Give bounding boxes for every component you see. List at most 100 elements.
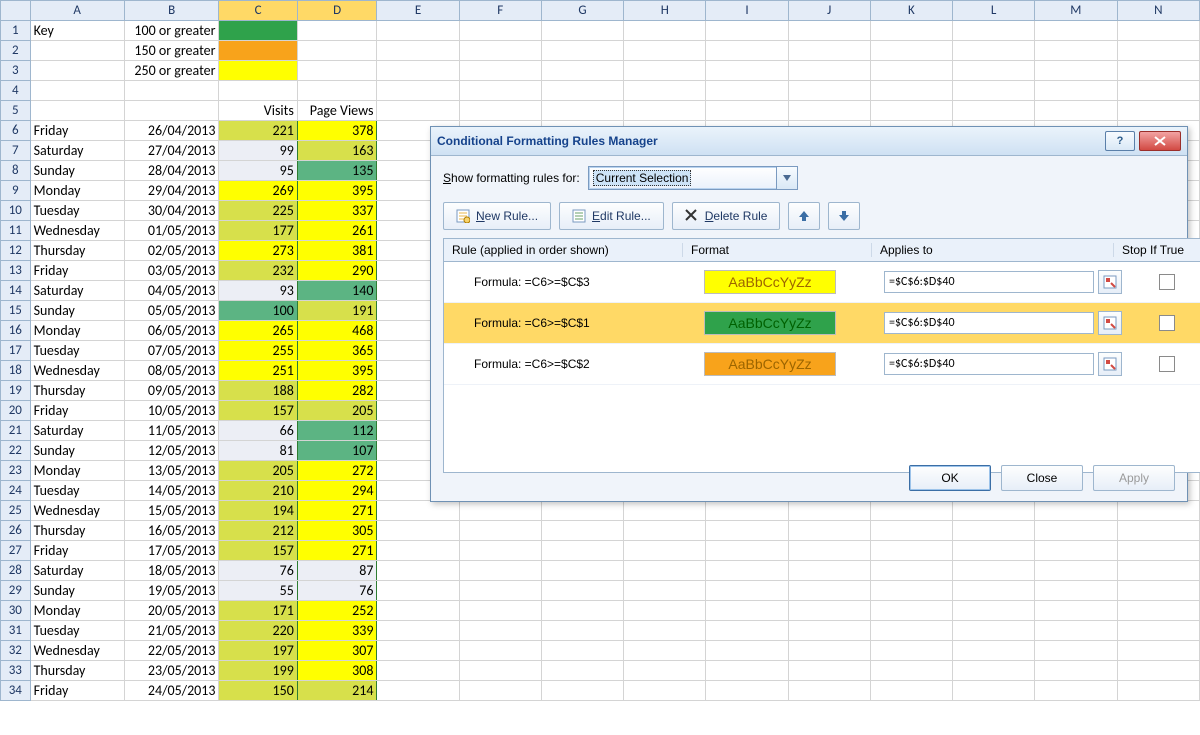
cell[interactable] <box>1035 581 1117 601</box>
cell[interactable] <box>30 101 124 121</box>
row-header[interactable]: 16 <box>1 321 31 341</box>
cell[interactable] <box>952 81 1034 101</box>
col-header-B[interactable]: B <box>124 1 219 21</box>
cell[interactable] <box>870 621 952 641</box>
cell[interactable]: 214 <box>297 681 377 701</box>
cell[interactable] <box>706 681 788 701</box>
rule-row[interactable]: Formula: =C6>=$C$2 AaBbCcYyZz <box>444 344 1200 385</box>
cell[interactable] <box>1117 41 1199 61</box>
cell[interactable]: 99 <box>219 141 297 161</box>
cell[interactable] <box>297 41 377 61</box>
cell[interactable]: Friday <box>30 121 124 141</box>
row-header[interactable]: 5 <box>1 101 31 121</box>
row-header[interactable]: 32 <box>1 641 31 661</box>
cell[interactable] <box>870 501 952 521</box>
cell[interactable] <box>1035 501 1117 521</box>
cell[interactable] <box>788 61 870 81</box>
row-header[interactable]: 26 <box>1 521 31 541</box>
cell[interactable] <box>788 521 870 541</box>
cell[interactable]: 22/05/2013 <box>124 641 219 661</box>
cell[interactable] <box>788 601 870 621</box>
cell[interactable]: 305 <box>297 521 377 541</box>
cell[interactable]: Monday <box>30 601 124 621</box>
cell[interactable] <box>1117 661 1199 681</box>
row-header[interactable]: 25 <box>1 501 31 521</box>
cell[interactable] <box>377 501 459 521</box>
cell[interactable]: 05/05/2013 <box>124 301 219 321</box>
cell[interactable] <box>30 61 124 81</box>
cell[interactable] <box>870 541 952 561</box>
col-header-K[interactable]: K <box>870 1 952 21</box>
col-header-H[interactable]: H <box>624 1 706 21</box>
cell[interactable]: 250 or greater <box>124 61 219 81</box>
help-button[interactable]: ? <box>1105 131 1135 151</box>
range-picker-button[interactable] <box>1098 270 1122 294</box>
cell[interactable]: Sunday <box>30 441 124 461</box>
cell[interactable] <box>624 561 706 581</box>
cell[interactable] <box>459 21 541 41</box>
col-header-I[interactable]: I <box>706 1 788 21</box>
cell[interactable]: 271 <box>297 501 377 521</box>
cell[interactable]: Tuesday <box>30 481 124 501</box>
cell[interactable] <box>1035 561 1117 581</box>
cell[interactable] <box>124 81 219 101</box>
cell[interactable]: Monday <box>30 181 124 201</box>
cell[interactable]: Thursday <box>30 661 124 681</box>
col-header-F[interactable]: F <box>459 1 541 21</box>
cell[interactable]: Monday <box>30 321 124 341</box>
cell[interactable]: 14/05/2013 <box>124 481 219 501</box>
chevron-down-icon[interactable] <box>776 167 797 189</box>
cell[interactable] <box>541 661 623 681</box>
cell[interactable] <box>624 521 706 541</box>
row-header[interactable]: 29 <box>1 581 31 601</box>
cell[interactable] <box>624 641 706 661</box>
cell[interactable] <box>124 101 219 121</box>
cell[interactable] <box>459 541 541 561</box>
cell[interactable]: Visits <box>219 101 297 121</box>
cell[interactable] <box>952 641 1034 661</box>
cell[interactable]: 03/05/2013 <box>124 261 219 281</box>
cell[interactable] <box>30 41 124 61</box>
cell[interactable] <box>952 661 1034 681</box>
cell[interactable] <box>870 41 952 61</box>
cell[interactable] <box>459 561 541 581</box>
cell[interactable]: 212 <box>219 521 297 541</box>
row-header[interactable]: 15 <box>1 301 31 321</box>
rule-row[interactable]: Formula: =C6>=$C$3 AaBbCcYyZz <box>444 262 1200 303</box>
cell[interactable] <box>952 581 1034 601</box>
cell[interactable] <box>459 661 541 681</box>
cell[interactable] <box>541 81 623 101</box>
cell[interactable] <box>377 661 459 681</box>
cell[interactable]: Wednesday <box>30 501 124 521</box>
cell[interactable]: 290 <box>297 261 377 281</box>
cell[interactable]: Friday <box>30 681 124 701</box>
cell[interactable] <box>952 601 1034 621</box>
cell[interactable]: 225 <box>219 201 297 221</box>
cell[interactable] <box>624 81 706 101</box>
cell[interactable]: 273 <box>219 241 297 261</box>
rule-row[interactable]: Formula: =C6>=$C$1 AaBbCcYyZz <box>444 303 1200 344</box>
cell[interactable]: 107 <box>297 441 377 461</box>
cell[interactable] <box>377 541 459 561</box>
cell[interactable]: 66 <box>219 421 297 441</box>
dialog-titlebar[interactable]: Conditional Formatting Rules Manager ? <box>431 127 1187 156</box>
row-header[interactable]: 1 <box>1 21 31 41</box>
col-header-A[interactable]: A <box>30 1 124 21</box>
cell[interactable] <box>624 21 706 41</box>
row-header[interactable]: 11 <box>1 221 31 241</box>
cell[interactable] <box>541 561 623 581</box>
cell[interactable] <box>1117 621 1199 641</box>
cell[interactable] <box>459 81 541 101</box>
cell[interactable] <box>1035 521 1117 541</box>
cell[interactable] <box>870 581 952 601</box>
cell[interactable] <box>541 541 623 561</box>
cell[interactable]: 24/05/2013 <box>124 681 219 701</box>
cell[interactable]: 395 <box>297 181 377 201</box>
delete-rule-button[interactable]: Delete Rule <box>672 202 781 230</box>
row-header[interactable]: 8 <box>1 161 31 181</box>
cell[interactable]: 271 <box>297 541 377 561</box>
row-header[interactable]: 14 <box>1 281 31 301</box>
rules-list[interactable]: Formula: =C6>=$C$3 AaBbCcYyZz Formula: =… <box>443 261 1200 473</box>
cell[interactable]: Key <box>30 21 124 41</box>
cell[interactable] <box>541 61 623 81</box>
